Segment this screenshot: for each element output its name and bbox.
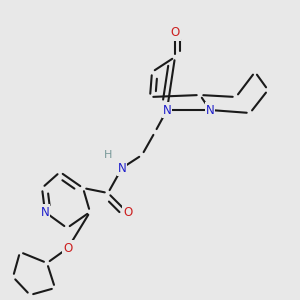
Text: O: O xyxy=(123,206,133,220)
Text: N: N xyxy=(206,103,214,116)
Text: O: O xyxy=(63,242,73,254)
Text: H: H xyxy=(104,150,112,160)
Text: N: N xyxy=(163,103,171,116)
Text: O: O xyxy=(170,26,180,40)
Text: N: N xyxy=(118,161,126,175)
Text: N: N xyxy=(40,206,50,218)
